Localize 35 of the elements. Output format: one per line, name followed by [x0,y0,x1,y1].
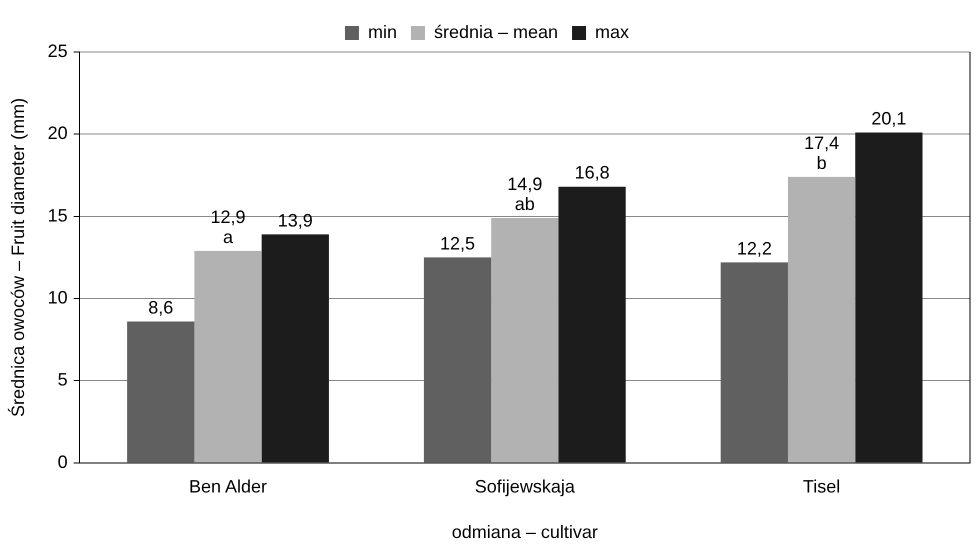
bar [855,132,923,462]
bar [720,262,788,462]
data-label: 12,9 [210,206,246,227]
data-label: 12,2 [736,238,772,258]
bar [127,321,194,462]
data-label: 14,9 [507,174,542,194]
bar [491,218,558,462]
legend-label: średnia – mean [434,22,558,42]
y-tick-label: 20 [48,123,68,144]
data-label: 12,5 [440,233,476,254]
y-tick-label: 15 [48,205,68,226]
bar [558,186,626,462]
legend-label: max [595,22,630,42]
bar [788,176,856,462]
legend-label: min [368,22,397,42]
data-label: 13,9 [278,210,313,230]
y-axis-title: Średnica owoców – Fruit diameter (mm) [6,98,28,417]
data-label: 17,4 [804,132,840,153]
annotation: a [223,226,234,247]
y-tick-label: 10 [48,287,68,308]
y-tick-label: 0 [58,452,68,472]
bar [194,250,262,462]
x-axis-title: odmiana – cultivar [452,522,598,542]
annotation: b [816,152,827,173]
annotation: ab [514,194,535,214]
bar [262,234,329,462]
x-tick-label: Sofijewskaja [474,476,576,497]
data-label: 16,8 [574,162,610,183]
bar [424,257,492,462]
data-label: 8,6 [148,297,174,318]
data-label: 20,1 [871,108,906,128]
y-tick-label: 25 [48,40,68,61]
x-tick-label: Tisel [802,476,840,497]
y-tick-label: 5 [58,370,68,390]
x-tick-label: Ben Alder [188,476,268,497]
